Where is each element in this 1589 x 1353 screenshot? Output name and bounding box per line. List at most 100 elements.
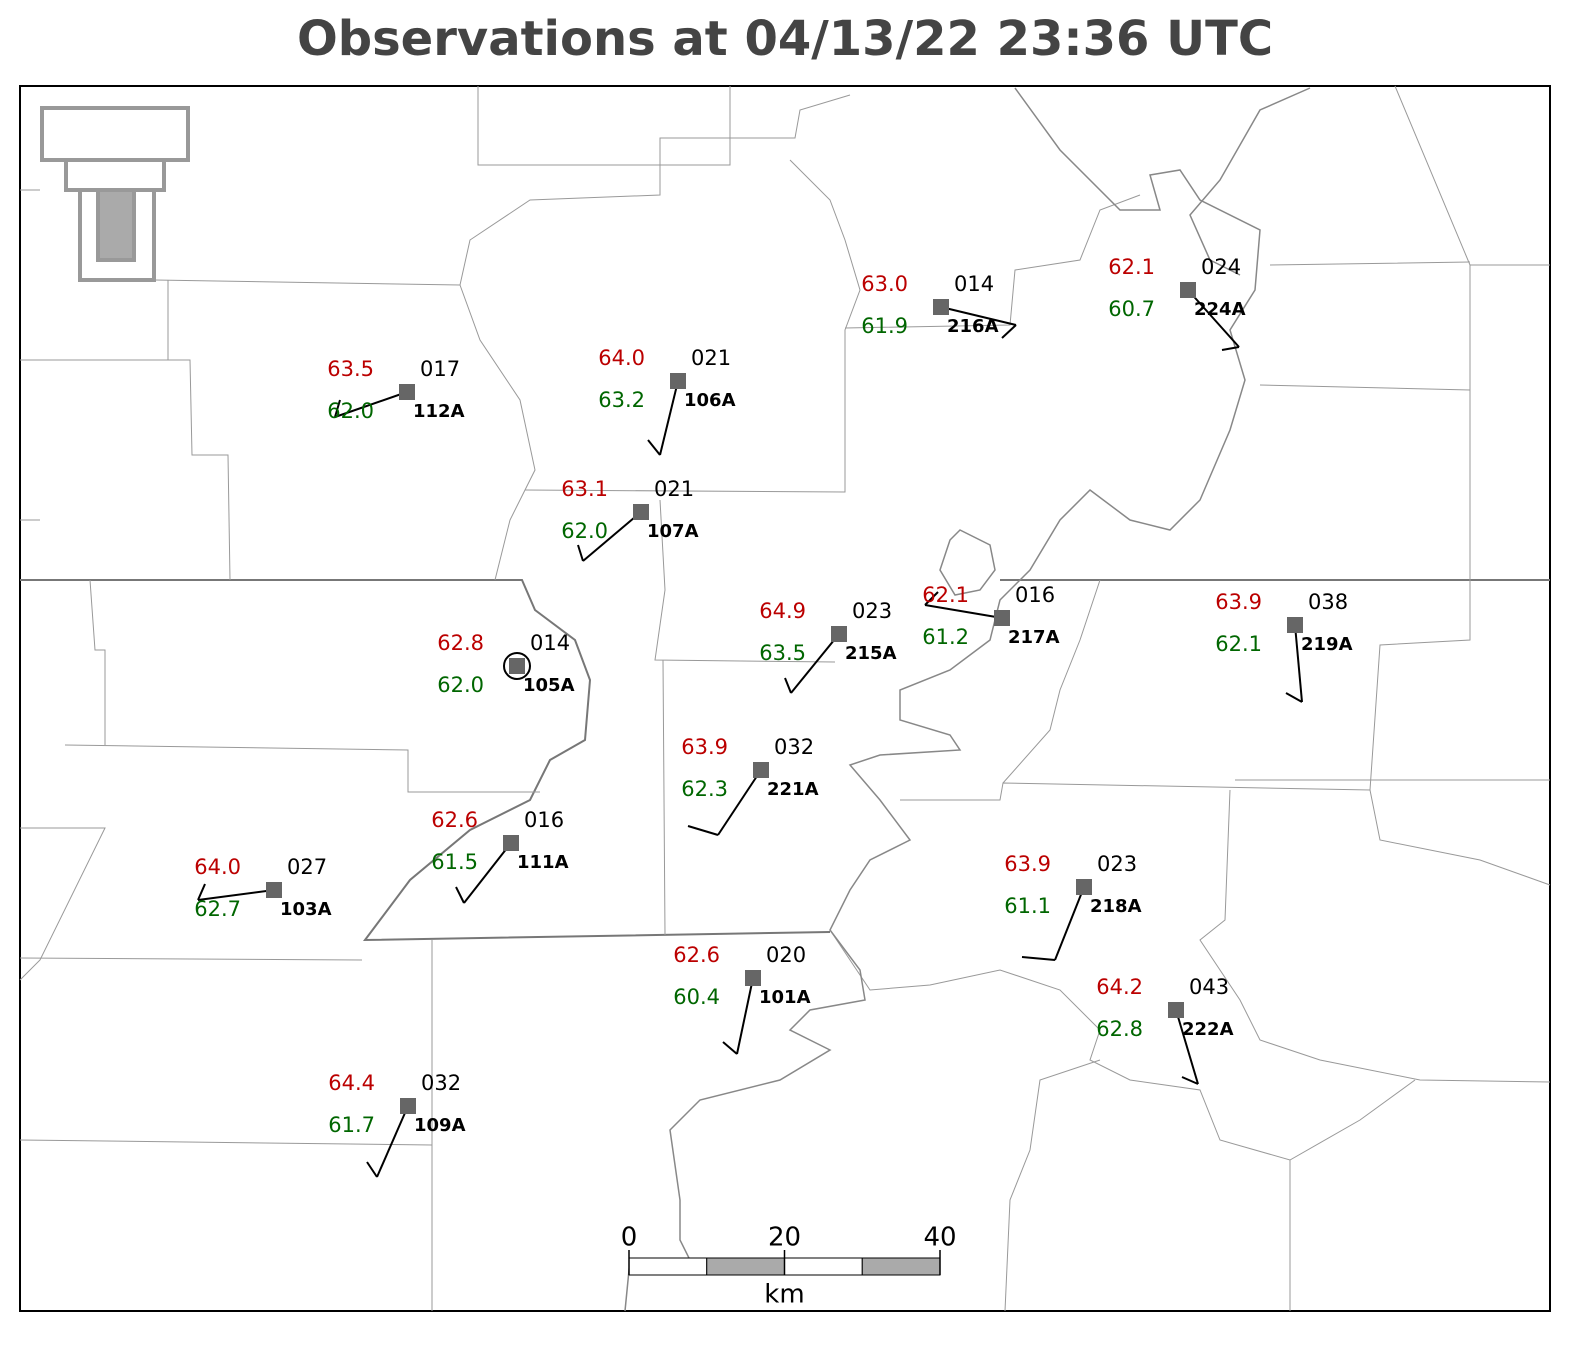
wind-barb	[463, 842, 512, 904]
wind-barb	[197, 889, 275, 901]
station-value: 014	[954, 272, 994, 296]
temperature: 62.8	[437, 631, 484, 655]
dewpoint: 62.3	[681, 777, 728, 801]
wind-barb	[376, 1105, 409, 1178]
station-value: 043	[1189, 975, 1229, 999]
wind-barb	[736, 977, 754, 1055]
scale-segment	[628, 1257, 708, 1276]
station-marker	[400, 1098, 416, 1114]
station-marker	[503, 835, 519, 851]
dewpoint: 61.9	[861, 314, 908, 338]
station-value: 014	[530, 631, 570, 655]
station-marker	[831, 626, 847, 642]
station-id: 111A	[517, 852, 569, 873]
wind-barb-flag	[647, 439, 661, 456]
station-id: 219A	[1301, 634, 1353, 655]
station-value: 016	[524, 808, 564, 832]
scale-segment	[784, 1257, 863, 1276]
station-value: 032	[421, 1071, 461, 1095]
scale-unit: km	[764, 1280, 804, 1310]
wind-barb-flag	[687, 825, 719, 836]
dewpoint: 61.7	[328, 1113, 375, 1137]
wind-barb	[659, 380, 679, 456]
boundaries	[19, 85, 1551, 1312]
station-id: 105A	[523, 675, 575, 696]
scale-label: 20	[768, 1223, 801, 1253]
wind-barb-flag	[334, 399, 341, 418]
station-value: 023	[852, 599, 892, 623]
temperature: 63.5	[327, 357, 374, 381]
station-marker	[670, 373, 686, 389]
scale-label: 0	[621, 1223, 638, 1253]
title: Observations at 04/13/22 23:36 UTC	[297, 11, 1273, 67]
wind-barb-flag	[366, 1161, 378, 1178]
dewpoint: 63.5	[759, 641, 806, 665]
station-value: 038	[1308, 590, 1348, 614]
station-id: 109A	[414, 1115, 466, 1136]
station-id: 103A	[280, 899, 332, 920]
map-frame	[19, 85, 1551, 1312]
station-id: 112A	[413, 401, 465, 422]
wind-barb-flag	[1221, 346, 1240, 351]
dewpoint: 63.2	[598, 388, 645, 412]
station-id: 106A	[684, 390, 736, 411]
scale-label: 40	[923, 1223, 956, 1253]
temperature: 62.1	[922, 583, 969, 607]
station-marker	[266, 882, 282, 898]
wind-barb-flag	[197, 883, 206, 901]
temperature: 64.0	[598, 346, 645, 370]
wind-barb-flag	[784, 677, 792, 694]
wind-barb	[1187, 289, 1240, 348]
wind-barb-flag	[722, 1041, 738, 1055]
wind-barb-flag	[1285, 692, 1303, 703]
wind-barb	[1294, 624, 1303, 703]
station-id: 224A	[1194, 299, 1246, 320]
station-marker	[509, 658, 525, 674]
station-marker	[994, 610, 1010, 626]
scale-segment	[706, 1257, 785, 1276]
wind-barb	[924, 604, 1003, 619]
wind-barb-flag	[577, 544, 584, 562]
station-marker	[1076, 879, 1092, 895]
scale-bar: 0 20 40 km	[621, 1223, 957, 1310]
dewpoint: 61.1	[1004, 894, 1051, 918]
station-value: 016	[1015, 583, 1055, 607]
rivers	[624, 87, 1311, 1312]
temperature: 62.6	[673, 943, 720, 967]
station-value: 027	[287, 855, 327, 879]
temperature: 62.6	[431, 808, 478, 832]
station-id: 101A	[759, 987, 811, 1008]
temperature: 64.9	[759, 599, 806, 623]
station-id: 215A	[845, 643, 897, 664]
wind-barb-flag	[1001, 324, 1017, 339]
wind-barb	[1054, 886, 1085, 961]
wind-barb	[940, 306, 1017, 326]
station-marker	[633, 504, 649, 520]
station-marker	[1168, 1002, 1184, 1018]
station-id: 221A	[767, 779, 819, 800]
dewpoint: 62.0	[327, 399, 374, 423]
dewpoint: 61.5	[431, 850, 478, 874]
temperature: 64.0	[194, 855, 241, 879]
wind-barb-flag	[1181, 1076, 1199, 1085]
dewpoint: 61.2	[922, 625, 969, 649]
station-id: 222A	[1182, 1019, 1234, 1040]
wind-barb-flag	[455, 886, 465, 904]
station-value: 021	[654, 477, 694, 501]
wind-barb-flag	[924, 591, 939, 606]
station-marker	[399, 384, 415, 400]
wind-barb-flag	[1021, 956, 1056, 961]
temperature: 64.4	[328, 1071, 375, 1095]
station-marker	[1180, 282, 1196, 298]
station-id: 107A	[647, 521, 699, 542]
station-value: 020	[766, 943, 806, 967]
wind-barb	[334, 391, 408, 418]
wind-barb	[790, 633, 840, 694]
temperature: 62.1	[1108, 255, 1155, 279]
temperature: 63.9	[681, 735, 728, 759]
scale-segment	[861, 1257, 941, 1276]
dewpoint: 62.7	[194, 897, 241, 921]
calm-circle	[503, 652, 531, 680]
dewpoint: 62.0	[437, 673, 484, 697]
